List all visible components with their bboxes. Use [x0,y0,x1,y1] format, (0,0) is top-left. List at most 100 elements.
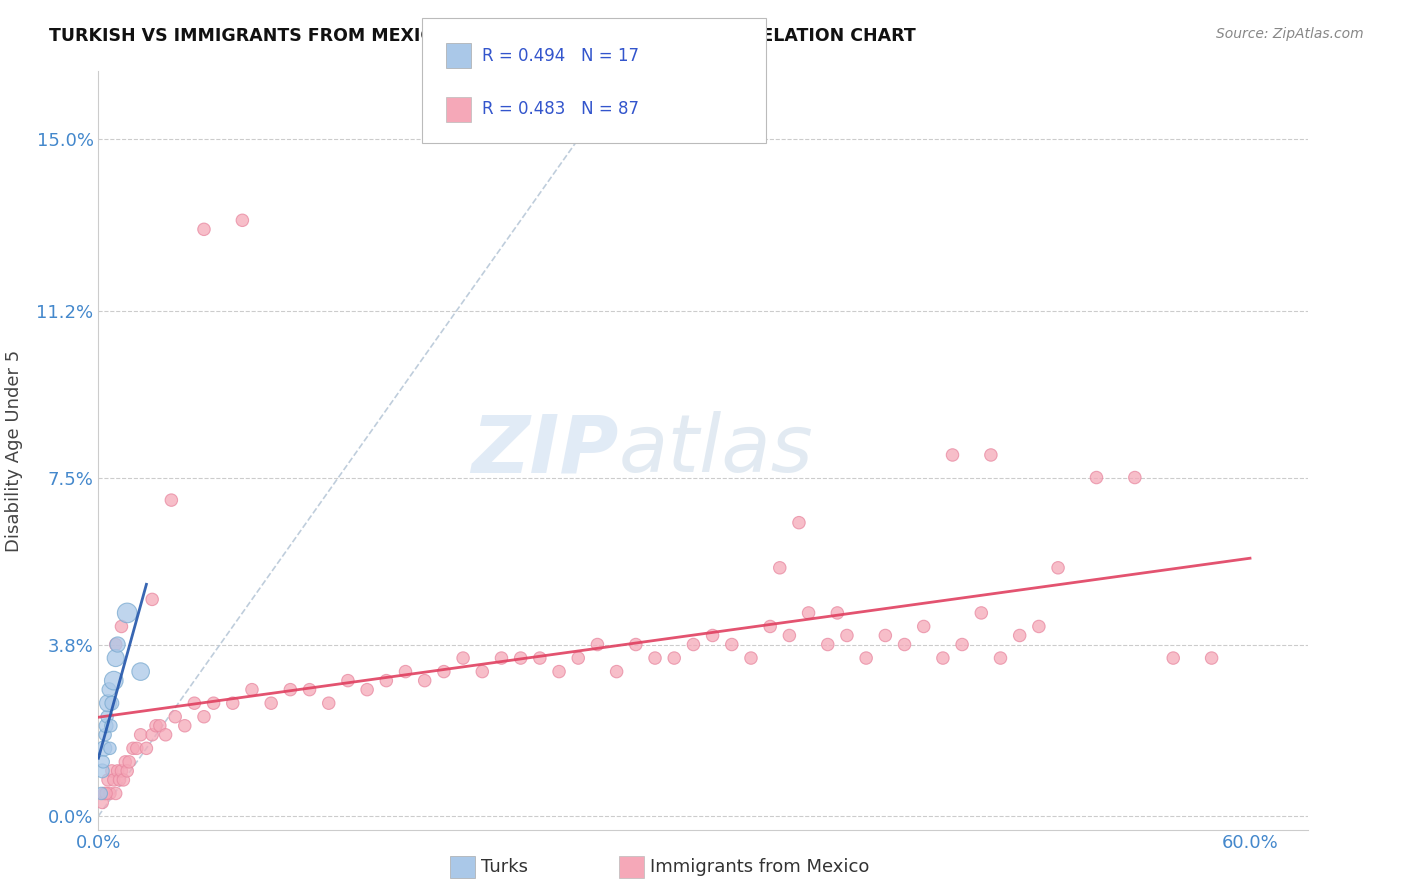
Point [135,741,157,756]
Point [98,787,121,801]
Point [1201,651,1223,665]
Point [193,710,215,724]
Point [98,682,121,697]
Point [451,651,474,665]
Point [778,628,800,642]
Point [318,696,340,710]
Text: Turks: Turks [481,858,527,876]
Point [231,213,253,227]
Point [797,606,820,620]
Point [155,728,177,742]
Point [298,682,321,697]
Point [101,764,124,778]
Point [91,796,114,810]
Point [769,561,792,575]
Point [104,651,127,665]
Point [97,772,120,787]
Point [970,606,993,620]
Point [932,651,955,665]
Point [93,787,115,801]
Point [702,628,724,642]
Point [141,728,163,742]
Point [122,741,145,756]
Point [740,651,762,665]
Point [624,638,647,652]
Point [567,651,589,665]
Point [125,741,148,756]
Point [110,619,132,633]
Point [990,651,1012,665]
Point [173,719,195,733]
Point [280,682,302,697]
Point [100,719,122,733]
Point [471,665,494,679]
Text: R = 0.494   N = 17: R = 0.494 N = 17 [482,47,640,65]
Point [893,638,915,652]
Point [101,696,124,710]
Point [183,696,205,710]
Point [586,638,609,652]
Point [165,710,187,724]
Point [529,651,551,665]
Point [855,651,877,665]
Point [759,619,782,633]
Point [104,787,127,801]
Point [394,665,416,679]
Point [90,787,112,801]
Point [94,728,117,742]
Point [827,606,849,620]
Point [606,665,628,679]
Point [413,673,436,688]
Point [1123,470,1146,484]
Point [112,772,135,787]
Point [375,673,398,688]
Point [149,719,172,733]
Point [817,638,839,652]
Point [202,696,225,710]
Point [91,764,114,778]
Point [103,673,125,688]
Point [336,673,359,688]
Point [682,638,704,652]
Point [356,682,378,697]
Point [240,682,263,697]
Point [108,772,131,787]
Point [115,764,138,778]
Point [835,628,858,642]
Text: ZIP: ZIP [471,411,619,490]
Point [160,493,183,508]
Point [103,772,125,787]
Point [107,764,129,778]
Point [114,755,136,769]
Point [941,448,963,462]
Point [644,651,666,665]
Point [720,638,742,652]
Point [94,719,117,733]
Point [110,764,132,778]
Y-axis label: Disability Age Under 5: Disability Age Under 5 [4,350,22,551]
Point [787,516,810,530]
Point [94,787,117,801]
Point [1047,561,1070,575]
Point [129,665,152,679]
Point [193,222,215,236]
Text: R = 0.483   N = 87: R = 0.483 N = 87 [482,100,640,118]
Point [1008,628,1031,642]
Point [145,719,167,733]
Point [118,755,141,769]
Point [664,651,686,665]
Point [509,651,531,665]
Point [950,638,973,652]
Point [222,696,245,710]
Point [97,696,120,710]
Point [96,710,118,724]
Point [93,741,115,756]
Point [91,755,114,769]
Text: TURKISH VS IMMIGRANTS FROM MEXICO DISABILITY AGE UNDER 5 CORRELATION CHART: TURKISH VS IMMIGRANTS FROM MEXICO DISABI… [49,27,915,45]
Point [107,638,129,652]
Point [912,619,935,633]
Point [433,665,456,679]
Point [141,592,163,607]
Text: Immigrants from Mexico: Immigrants from Mexico [650,858,869,876]
Point [115,606,138,620]
